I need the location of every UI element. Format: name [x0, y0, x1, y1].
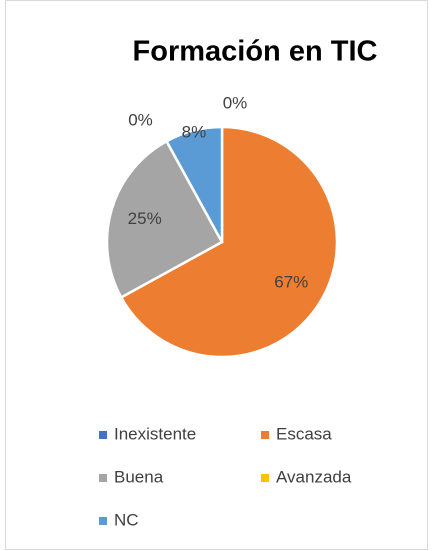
- data-label: 0%: [223, 93, 248, 112]
- legend-marker: [99, 431, 107, 439]
- data-label: 8%: [182, 122, 207, 141]
- legend-marker: [99, 474, 107, 482]
- data-label: 0%: [128, 111, 153, 130]
- pie-slice: [164, 125, 224, 243]
- pie-slice: [105, 139, 224, 300]
- legend-label: Inexistente: [114, 424, 196, 443]
- legend-marker: [261, 431, 269, 439]
- legend-marker: [99, 517, 107, 525]
- chart-title: Formación en TIC: [133, 36, 378, 68]
- legend-marker: [261, 474, 269, 482]
- data-label: 67%: [274, 272, 308, 291]
- legend-label: Escasa: [276, 424, 332, 443]
- pie-slice: [119, 125, 339, 359]
- data-label: 25%: [128, 209, 162, 228]
- legend-label: Avanzada: [276, 467, 352, 486]
- legend-label: Buena: [114, 467, 164, 486]
- legend-label: NC: [114, 510, 139, 529]
